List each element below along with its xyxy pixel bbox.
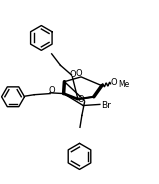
Text: Me: Me (118, 80, 130, 89)
Text: O: O (77, 95, 84, 104)
Text: O: O (49, 86, 55, 95)
Text: Br: Br (101, 100, 111, 109)
Text: O: O (76, 69, 83, 78)
Text: O: O (111, 78, 118, 87)
Text: O: O (70, 70, 76, 79)
